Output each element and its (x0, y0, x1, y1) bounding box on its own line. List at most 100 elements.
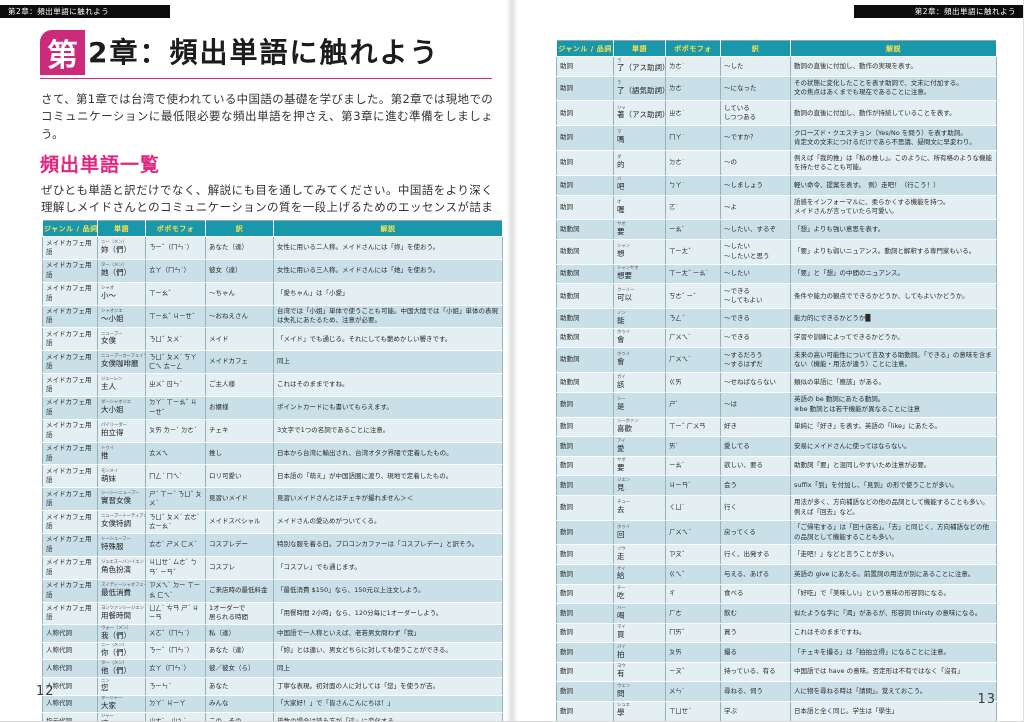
note-cell: 類似の単語に「應該」がある。 (790, 372, 997, 393)
bopomofo-cell: ㄋㄩˇ ㄆㄨˊ (145, 327, 206, 352)
bopomofo-cell: ㄉㄚˇ ㄙㄨㄢˋ (665, 720, 721, 721)
word-text: 大小姐 (101, 404, 124, 414)
vocab-row: 助詞ダ的ㄉㄜ˙ ～の 例えば「我的推」は「私の推し」。このように、所有格のような機能… (556, 150, 997, 176)
word-ruby: ジャ (617, 105, 626, 111)
word-text: 回 (617, 529, 625, 539)
word-cell: シュエ學 (613, 700, 666, 721)
vocab-row: 動詞 ハー喝ㄏㄜ 飲む 似たような字に「渴」があるが、形容詞 thirsty の意味に… (556, 603, 997, 624)
genre-cell: 助動詞 (556, 347, 614, 374)
word-ruby: ゾウ (617, 546, 626, 552)
bopomofo-cell: ㄓㄜˋ、ㄓㄟˋ (145, 712, 206, 721)
column-header: 解説 (273, 220, 503, 237)
translation-cell: あなた（達） (205, 641, 274, 661)
genre-cell: メイドカフェ用語 (42, 258, 98, 283)
note-cell: 中国語で一人称といえば、老若男女問わず「我」 (273, 624, 503, 643)
word-text: 吧 (617, 182, 625, 192)
note-cell: 「走吧！」などと言うことが多い。 (790, 544, 997, 566)
word-ruby: ジューレン (101, 377, 123, 383)
word-text: 妳（們） (101, 245, 131, 255)
word-cell: ニュープートーティアオ 女僕特調 (97, 510, 146, 534)
translation-cell: 行く、出発する (720, 544, 791, 566)
note-cell: 「想」よりも強い意思を表す。 (790, 219, 997, 240)
translation-cell: ～せねばならない (720, 372, 791, 393)
genre-cell: メイドカフェ用語 (42, 418, 98, 443)
genre-cell: 動詞 (556, 700, 614, 721)
word-cell: クーイー 可以 (613, 283, 666, 310)
word-cell: ニュープーカーフェイティン女僕咖啡廳 (97, 350, 146, 375)
word-text: 小～ (101, 290, 116, 300)
vocab-row: メイドカフェ用語 シャオジエ ～小姐 ㄒㄧㄠˇ ㄐㄧㄝˇ ～おねえさん 台湾では「小姐」単… (42, 304, 503, 329)
note-cell: 未来の高い可能性について言及する助動詞。「できる」の意味を含まない（機能・用法が… (790, 347, 997, 374)
bopomofo-cell: ㄋㄩˇ ㄆㄨˊ ㄊㄜˋ ㄊㄧㄠˊ (145, 510, 206, 534)
translation-cell: ～できる (720, 327, 791, 349)
translation-cell: ～したい ～したいと思う (720, 238, 791, 265)
word-ruby: ダージャー (101, 696, 123, 702)
word-text: 走 (617, 551, 625, 561)
word-cell: バ吧 (613, 174, 666, 196)
word-text: 了（語気助詞） (617, 85, 666, 95)
note-cell: 「妳」とは違い、男女どちらに対しても使うことができる。 (273, 641, 503, 661)
genre-cell: 助詞 (556, 194, 614, 221)
word-cell: ホゥイ回 (613, 519, 666, 546)
note-cell: 女性に用いる二人称。メイドさんには「妳」を使おう。 (273, 236, 503, 260)
word-ruby: トゥイ (101, 445, 114, 451)
genre-cell: メイドカフェ用語 (42, 373, 98, 397)
note-cell: 丁寧な表現。初対面の人に対しては「您」を使うが吉。 (273, 677, 503, 696)
note-cell: 人に物を尋ねる時は「請問」。覚えておこう。 (790, 681, 997, 702)
word-ruby: ター（メン） (101, 262, 127, 268)
bopomofo-cell: ㄒㄧㄤˇ ㄧㄠˋ (665, 263, 721, 285)
word-ruby: シュエ (617, 703, 630, 709)
word-text: 喝 (617, 610, 625, 620)
word-ruby: シーシーニュープー (101, 491, 140, 497)
translation-cell: 愛してる (720, 436, 791, 457)
word-ruby: パイリーダー (101, 422, 127, 428)
column-header: 訳 (720, 40, 791, 57)
genre-cell: 指示代詞 (42, 712, 98, 721)
word-text: 你（們） (101, 648, 131, 658)
word-text: 要 (617, 226, 625, 236)
word-ruby: ヨウ (617, 664, 626, 670)
word-cell: ノン能 (613, 308, 666, 329)
column-header: ジャンル / 品詞 (556, 40, 614, 57)
genre-cell: 人称代詞 (42, 624, 98, 643)
word-ruby: バ (617, 177, 622, 183)
note-cell: 同上 (273, 659, 503, 679)
vocab-row: メイドカフェ用語 トーシューフー 特殊服 ㄊㄜˋ ㄕㄨ ㄈㄨˊ コスプレデー 特別な服を着… (42, 532, 503, 557)
vocab-row: 人称代詞 ニン您ㄋㄧㄣˊ あなた 丁寧な表現。初対面の人に対しては「您」を使うが吉。 (42, 677, 503, 696)
vocab-row: 動詞 ゾウ走ㄗㄡˇ 行く、出発する 「走吧！」などと言うことが多い。 (556, 544, 997, 566)
word-text: ～小姐 (101, 313, 124, 323)
word-text: 他（們） (101, 665, 131, 675)
note-cell: 語感をインフォーマルに、柔らかくする機能を持つ。 メイドさんが言っていたら可愛い… (790, 194, 997, 221)
vocab-row: 助詞 ジャ 著（アス助詞） ㄓㄜ˙ している しつつある 動詞の直後に付加し、動作が持続し… (556, 100, 997, 127)
note-cell: 似たような字に「渴」があるが、形容詞 thirsty の意味になる。 (790, 603, 997, 624)
bopomofo-cell: ㄊㄜˋ ㄕㄨ ㄈㄨˊ (145, 532, 206, 557)
bopomofo-cell: ㄍㄟˇ (665, 564, 721, 585)
genre-cell: 動詞 (556, 519, 614, 546)
word-cell: ラ了（語気助詞） (613, 75, 666, 102)
bopomofo-cell: ㄏㄨㄟˋ (665, 347, 721, 374)
note-cell: 軽い命令、提案を表す。 例）走吧！（行こう！） (790, 174, 997, 196)
word-text: 主人 (101, 382, 116, 392)
translation-cell: 1オーダーで 居られる時間 (205, 601, 274, 626)
bopomofo-cell: ㄒㄧˇ ㄏㄨㄢ (665, 416, 721, 438)
word-cell: ニー（メン） 妳（們） (97, 236, 146, 260)
note-cell: 動詞の直後に付加し、動作の実現を表す。 (790, 56, 997, 77)
word-cell: ニン您 (97, 677, 146, 696)
word-text: 的 (617, 160, 625, 170)
table-header-row: ジャンル / 品詞 単語 ボポモフォ訳解説 (42, 220, 503, 237)
word-ruby: ニュープーカーフェイティン (101, 354, 145, 360)
word-ruby: ター（メン） (101, 660, 127, 666)
word-text: 這 (101, 719, 142, 721)
note-cell: メイドさんの愛込めがついてくる。 (273, 510, 503, 534)
note-cell: 単純に「好き」を表す。英語の「like」にあたる。 (790, 416, 997, 438)
column-header: 単語 (97, 220, 146, 237)
word-ruby: ラ (617, 58, 622, 64)
translation-cell: ～よ (720, 194, 791, 221)
word-text: 會 (617, 335, 625, 345)
vocab-row: 人称代詞 ダージャー 大家 ㄉㄚˋ ㄐㄧㄚ みんな 「大家好！」で「皆さんこんにちは！」 (42, 694, 503, 714)
word-ruby: ゲイ (617, 566, 626, 572)
word-cell: ニー（メン） 你（們） (97, 641, 146, 661)
bopomofo-cell: ㄞˋ (665, 436, 721, 457)
note-cell: 「要」と「想」の中間のニュアンス。 (790, 263, 997, 285)
